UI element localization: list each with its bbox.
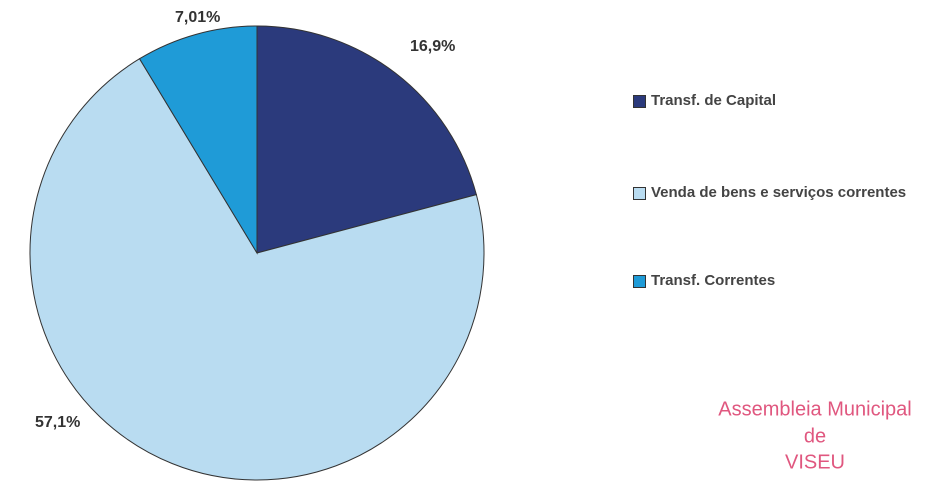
- legend-swatch: [633, 95, 646, 108]
- legend-label: Venda de bens e serviços correntes: [651, 184, 907, 201]
- legend-swatch: [633, 187, 646, 200]
- stamp-text: de: [804, 425, 826, 447]
- legend-label: Transf. de Capital: [651, 92, 777, 109]
- legend-item: Transf. Correntes: [633, 272, 918, 289]
- legend-item: Venda de bens e serviços correntes: [633, 184, 918, 201]
- stamp-text: Assembleia Municipal: [718, 398, 911, 420]
- pie-slice: [256, 25, 477, 254]
- legend-swatch: [633, 275, 646, 288]
- value-label: 57,1%: [35, 414, 80, 431]
- legend-item: Transf. de Capital: [633, 92, 918, 109]
- pie-slice: [138, 25, 258, 255]
- value-label: 7,01%: [175, 9, 220, 26]
- value-label: 16,9%: [410, 38, 455, 55]
- legend-label: Transf. Correntes: [651, 272, 776, 289]
- stamp-text: VISEU: [785, 451, 845, 473]
- pie-slice: [29, 58, 485, 481]
